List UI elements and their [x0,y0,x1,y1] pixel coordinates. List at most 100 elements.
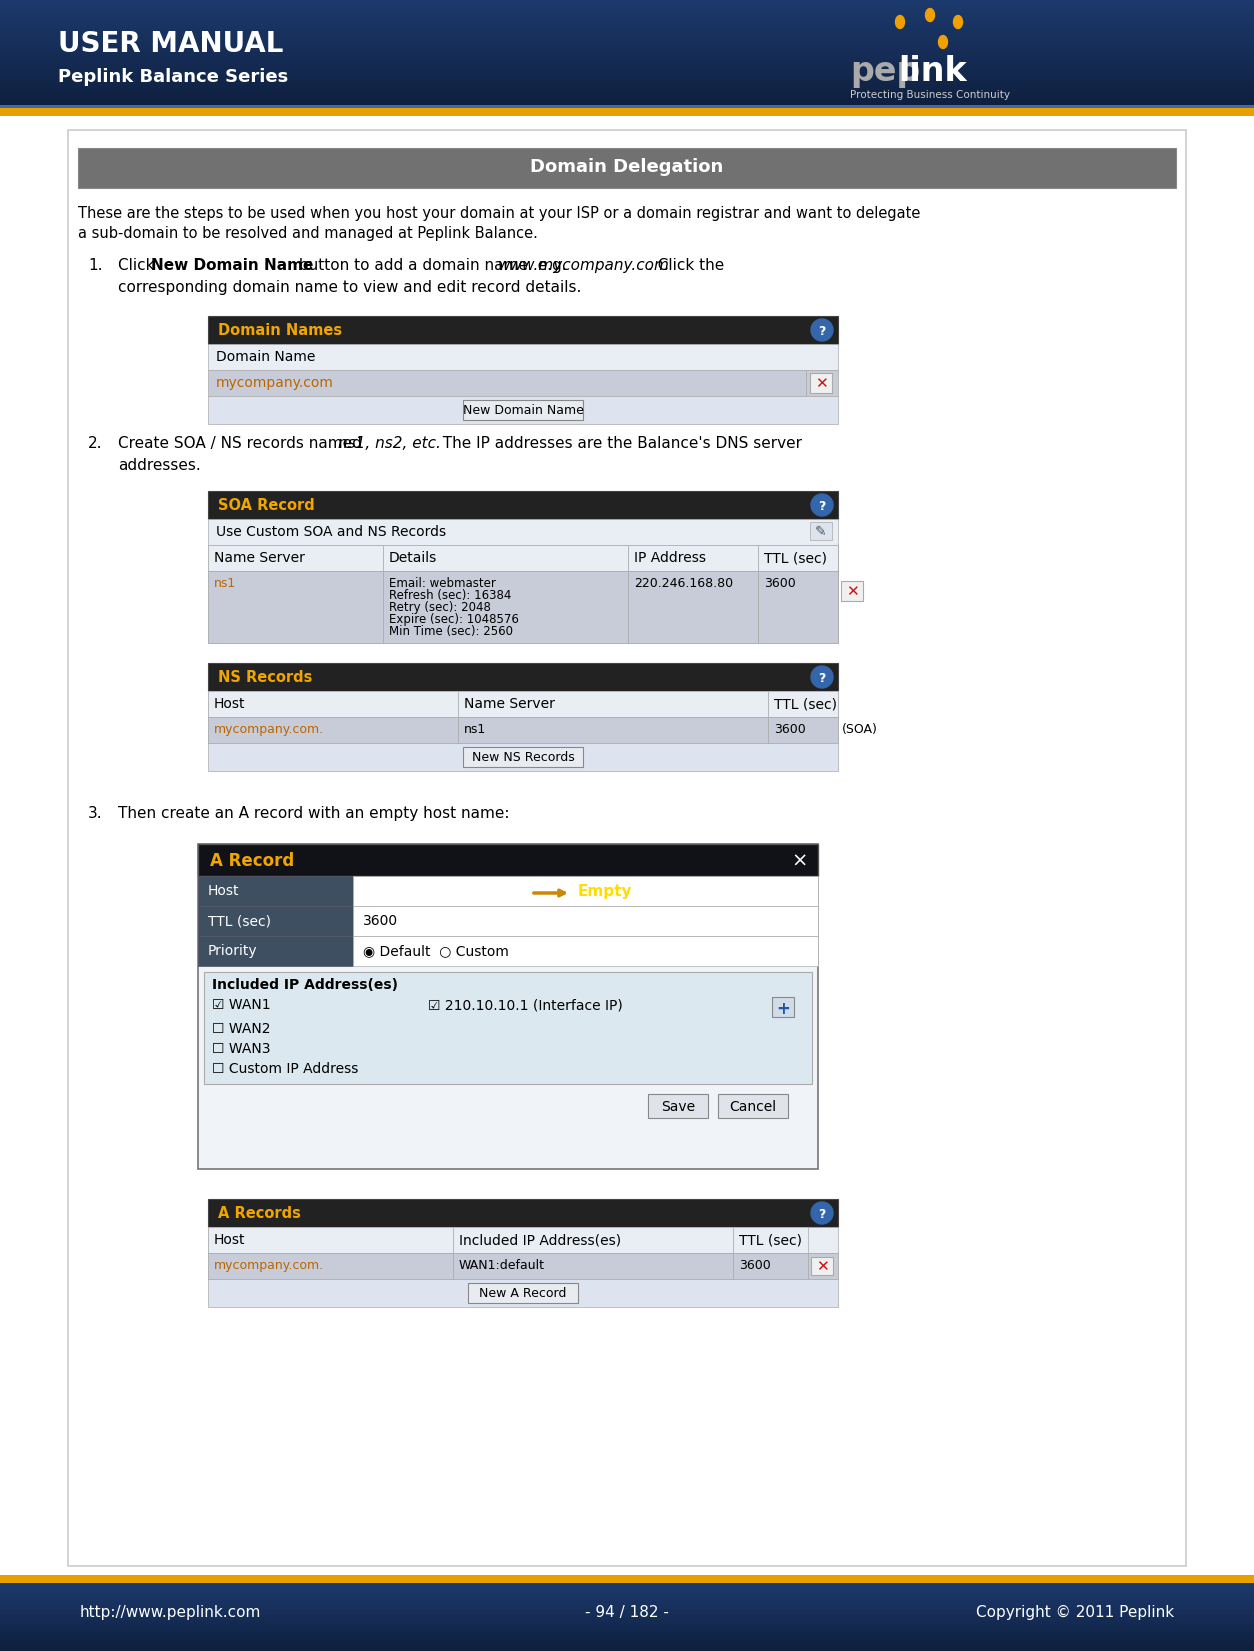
Bar [208,717,838,743]
Text: New Domain Name: New Domain Name [463,404,583,418]
Bar [772,997,794,1017]
Text: 3600: 3600 [739,1260,771,1271]
Bar [0,1582,1254,1583]
Text: ns1: ns1 [464,723,487,736]
Bar [0,91,1254,94]
Text: mycompany.com.: mycompany.com. [214,1260,324,1271]
Bar [198,936,352,966]
Text: ☐ Custom IP Address: ☐ Custom IP Address [212,1062,359,1076]
Bar [204,972,813,1085]
Circle shape [811,494,833,517]
Bar [0,1628,1254,1631]
Text: www.mycompany.com: www.mycompany.com [498,258,670,272]
Text: corresponding domain name to view and edit record details.: corresponding domain name to view and ed… [118,281,582,296]
Bar [208,1227,453,1253]
Bar [0,1603,1254,1606]
Text: 3600: 3600 [764,576,796,589]
Text: +: + [776,1001,790,1019]
Text: Domain Names: Domain Names [218,324,342,338]
Bar [811,1256,833,1275]
Text: Host: Host [208,883,240,898]
Bar [0,1621,1254,1625]
Bar [0,99,1254,102]
Bar [0,1638,1254,1639]
Bar [382,545,628,571]
Bar [0,66,1254,68]
Text: a sub-domain to be resolved and managed at Peplink Balance.: a sub-domain to be resolved and managed … [78,226,538,241]
Bar [0,1613,1254,1615]
Text: 2.: 2. [88,436,103,451]
Bar [0,1641,1254,1643]
Bar [810,373,831,393]
Ellipse shape [925,8,934,21]
Bar [0,1646,1254,1649]
Bar [0,1601,1254,1603]
Bar [0,8,1254,12]
Bar [0,33,1254,36]
Bar [68,130,1186,1567]
Text: (SOA): (SOA) [841,723,878,736]
Bar [208,343,838,370]
Text: http://www.peplink.com: http://www.peplink.com [80,1605,261,1620]
Bar [0,83,1254,84]
Text: mycompany.com: mycompany.com [216,376,334,390]
Bar [808,1253,838,1280]
Bar [767,717,838,743]
Bar [757,545,838,571]
Bar [0,36,1254,40]
Bar [78,149,1176,188]
Bar [0,56,1254,59]
Text: New NS Records: New NS Records [472,751,574,764]
Bar [0,1630,1254,1631]
Text: New Domain Name: New Domain Name [150,258,314,272]
Text: Name Server: Name Server [464,697,554,712]
Bar [0,104,1254,106]
Bar [0,1616,1254,1618]
Text: 1.: 1. [88,258,103,272]
Bar [0,1595,1254,1597]
Ellipse shape [938,36,948,48]
Bar [208,490,838,518]
Bar [0,86,1254,88]
Circle shape [811,1202,833,1223]
Bar [734,1253,808,1280]
Bar [0,1618,1254,1620]
Bar [0,92,1254,96]
Bar [0,88,1254,91]
Bar [0,1646,1254,1648]
Bar [0,40,1254,43]
Bar [0,51,1254,54]
Bar [0,17,1254,20]
Text: link: link [898,54,967,88]
Text: Domain Delegation: Domain Delegation [530,158,724,177]
Text: ✕: ✕ [815,376,828,391]
Bar [628,571,757,642]
Text: TTL (sec): TTL (sec) [764,551,826,565]
Text: ☑ 210.10.10.1 (Interface IP): ☑ 210.10.10.1 (Interface IP) [428,997,623,1012]
Bar [0,1583,1254,1585]
Text: Domain Name: Domain Name [216,350,315,363]
Text: ns1: ns1 [214,576,236,589]
Bar [0,1605,1254,1606]
Text: ☐ WAN3: ☐ WAN3 [212,1042,271,1057]
Bar [0,1606,1254,1608]
Text: Peplink Balance Series: Peplink Balance Series [58,68,288,86]
Bar [0,1588,1254,1590]
Text: Use Custom SOA and NS Records: Use Custom SOA and NS Records [216,525,446,538]
Bar [0,25,1254,26]
Bar [0,1590,1254,1592]
Bar [0,10,1254,13]
Bar [0,1603,1254,1605]
Bar [0,20,1254,23]
Bar [208,370,806,396]
Bar [0,1600,1254,1601]
Bar [352,936,818,966]
Ellipse shape [895,15,904,28]
Text: Save: Save [661,1100,695,1114]
Text: TTL (sec): TTL (sec) [208,915,271,928]
Bar [208,315,838,343]
Bar [0,1648,1254,1649]
Text: ?: ? [819,325,825,338]
Text: Click: Click [118,258,159,272]
Bar [198,877,352,906]
